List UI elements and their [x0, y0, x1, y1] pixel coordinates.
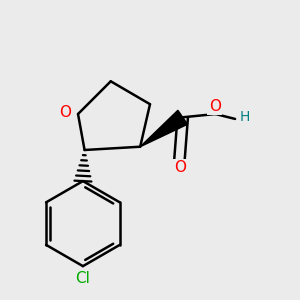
- Text: O: O: [209, 99, 221, 114]
- Text: O: O: [174, 160, 186, 175]
- Polygon shape: [140, 110, 188, 147]
- Text: O: O: [60, 105, 72, 120]
- Text: Cl: Cl: [76, 271, 90, 286]
- Text: O: O: [174, 160, 186, 175]
- Text: O: O: [60, 105, 72, 120]
- Text: O: O: [209, 99, 221, 114]
- Text: H: H: [240, 110, 250, 124]
